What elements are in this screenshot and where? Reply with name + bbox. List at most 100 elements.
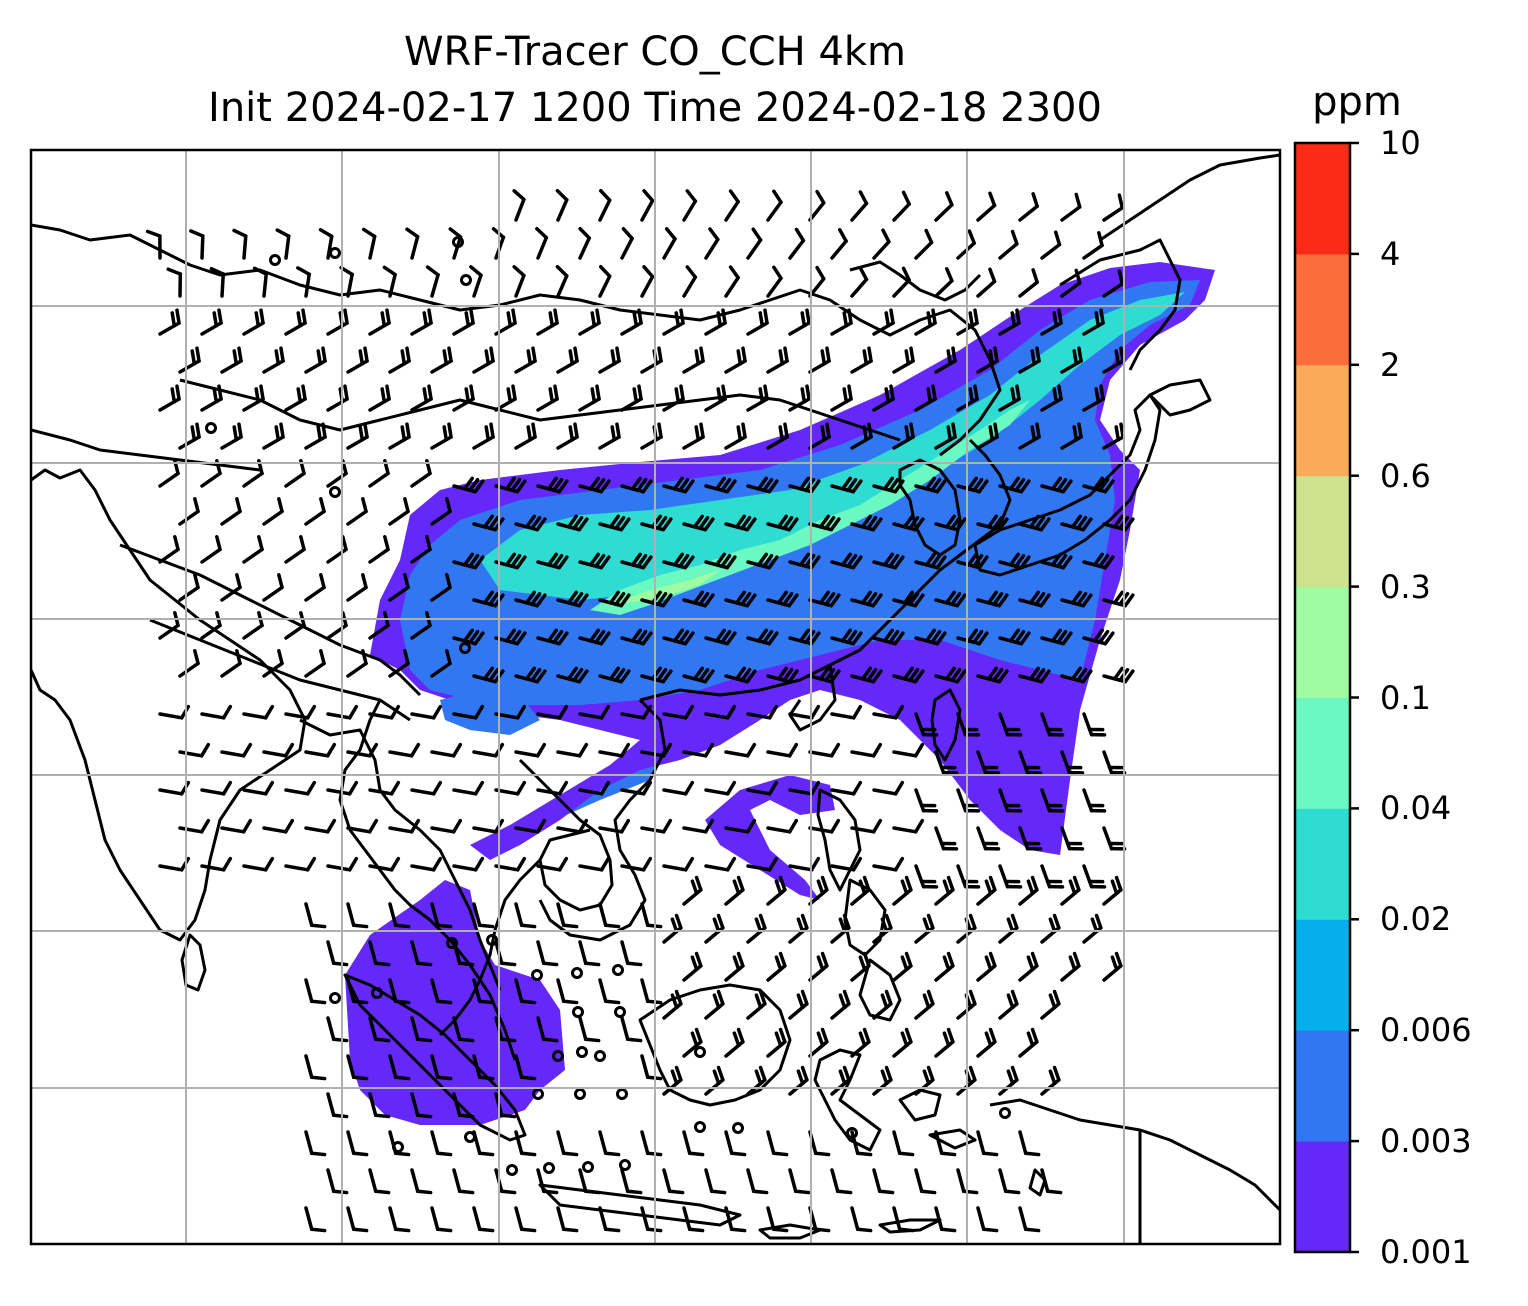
wind-barb [284, 459, 306, 488]
wind-barb [914, 628, 947, 646]
wind-barb [788, 628, 821, 646]
wind-barb [326, 1168, 349, 1195]
wind-barb [788, 308, 811, 336]
wind-barb [262, 422, 285, 450]
wind-barb [830, 989, 851, 1020]
wind-barb [766, 666, 799, 684]
wind-barb [262, 649, 284, 678]
wind-barb [914, 712, 939, 737]
colorbar-tick-label: 0.003 [1380, 1122, 1472, 1161]
wind-barb [556, 590, 589, 608]
wind-barb [620, 780, 653, 796]
wind-barb [682, 1206, 705, 1233]
wind-barb [724, 875, 745, 906]
wind-barb [326, 780, 359, 796]
wind-barb [892, 951, 913, 982]
wind-barb [514, 978, 537, 1005]
wind-barb [850, 1206, 873, 1233]
wind-barb [166, 267, 183, 298]
wind-barb [578, 940, 601, 967]
wind-barb [746, 227, 763, 260]
wind-barb [850, 266, 869, 298]
wind-barb [766, 951, 787, 982]
wind-barb [976, 346, 999, 374]
wind-barb [536, 940, 559, 967]
wind-barb [346, 742, 379, 758]
wind-barb [766, 1206, 789, 1233]
wind-barb [746, 628, 779, 646]
wind-barb [578, 308, 601, 336]
wind-barb [746, 476, 779, 494]
wind-barb [514, 902, 537, 929]
colorbar-tick-label: 0.006 [1380, 1011, 1472, 1050]
wind-barb [284, 535, 306, 564]
colorbar-tick-label: 4 [1380, 234, 1401, 273]
wind-barb [388, 1054, 411, 1081]
wind-barb [452, 308, 475, 336]
wind-barb [892, 346, 915, 374]
wind-barb [448, 227, 463, 260]
wind-barb [410, 459, 432, 488]
wind-barb [232, 228, 248, 260]
wind-barb [578, 856, 611, 872]
wind-barb [1040, 989, 1061, 1020]
wind-barb [788, 780, 821, 796]
wind-barb [536, 780, 569, 796]
wind-barb [1102, 193, 1125, 222]
calm-wind-circle [459, 642, 471, 654]
wind-barb [242, 308, 265, 336]
wind-barb [808, 951, 829, 982]
wind-barb [430, 1206, 453, 1233]
wind-barb [1060, 875, 1081, 906]
wind-barb [452, 476, 485, 494]
wind-barb [998, 384, 1021, 412]
wind-barb [808, 875, 829, 906]
wind-barb [242, 611, 264, 640]
wind-barb [976, 1206, 999, 1233]
wind-barb [555, 265, 569, 298]
wind-barb [976, 590, 1009, 608]
wind-barb [430, 422, 453, 450]
wind-barb [892, 818, 925, 834]
wind-barb [556, 666, 589, 684]
wind-barb [934, 590, 967, 608]
wind-barb [914, 913, 935, 944]
wind-barb [388, 573, 410, 602]
wind-barb [452, 552, 485, 570]
wind-barb [830, 704, 863, 720]
wind-barb [410, 1092, 433, 1119]
calm-wind-circle [532, 1088, 544, 1100]
wind-barb [368, 780, 401, 796]
wind-barb [220, 818, 253, 834]
wind-barb [1018, 422, 1041, 450]
wind-barb [830, 628, 863, 646]
plume-sea-swirl [705, 775, 835, 900]
wind-barb [704, 913, 725, 944]
wind-barb [640, 514, 673, 532]
wind-barb [704, 552, 737, 570]
calm-wind-circle [329, 486, 341, 498]
wind-barb [704, 384, 727, 412]
wind-barb [704, 856, 737, 872]
wind-barb [242, 780, 275, 796]
wind-barb [1082, 712, 1107, 737]
wind-barb [304, 818, 337, 834]
wind-barb [808, 1130, 831, 1157]
calm-wind-circle [572, 1006, 584, 1018]
wind-barb [1102, 269, 1125, 298]
wind-barb [472, 1130, 495, 1157]
wind-barb [1040, 1168, 1063, 1195]
wind-barb [976, 666, 1009, 684]
wind-barb [326, 535, 348, 564]
calm-wind-circle [269, 254, 281, 266]
wind-barb [1040, 552, 1073, 570]
wind-barb [892, 1130, 915, 1157]
wind-barb [220, 649, 242, 678]
wind-barb [220, 422, 243, 450]
wind-barb [326, 459, 348, 488]
wind-barb [158, 384, 181, 412]
wind-barb [346, 818, 379, 834]
colorbar-segment [1295, 1141, 1350, 1253]
wind-barb [514, 346, 537, 374]
wind-barb [934, 750, 959, 775]
